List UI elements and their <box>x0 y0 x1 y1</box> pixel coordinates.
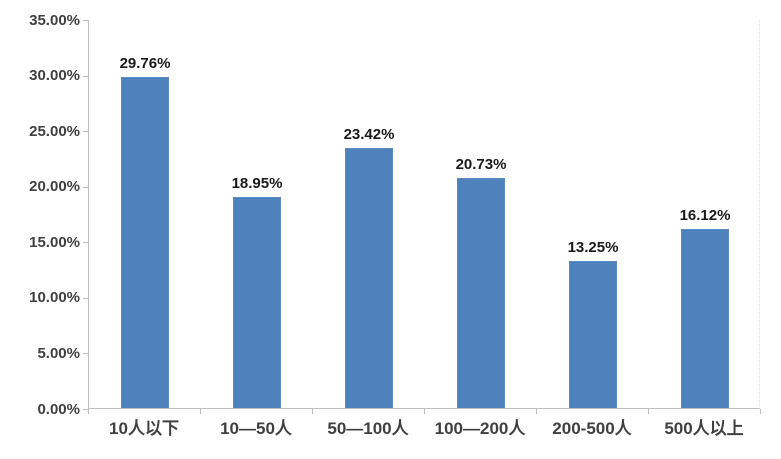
bar-value-label: 23.42% <box>343 125 395 143</box>
y-axis-tick-label: 25.00% <box>29 122 80 140</box>
bar <box>681 228 729 408</box>
bar-slot: 23.42% <box>313 20 425 408</box>
y-axis-tick-label: 20.00% <box>29 178 80 196</box>
y-axis-tick-mark <box>83 131 88 133</box>
x-axis-tick-label: 10人以下 <box>109 419 179 438</box>
y-axis-tick-label: 15.00% <box>29 233 80 251</box>
x-axis-tick-mark <box>312 409 313 414</box>
x-axis-tick-mark <box>424 409 425 414</box>
y-axis-tick-mark <box>83 75 88 77</box>
bar-slot: 13.25% <box>537 20 649 408</box>
y-axis-tick-mark <box>83 242 88 244</box>
bar-slot: 29.76% <box>89 20 201 408</box>
x-axis-tick-mark <box>648 409 649 414</box>
bar-value-label: 13.25% <box>567 238 619 256</box>
bar-value-label: 20.73% <box>455 155 507 173</box>
y-axis-tick-label: 30.00% <box>29 67 80 85</box>
plot-area: 29.76% 18.95% 23.42% 20.73% 13.25% 16.12% <box>88 20 760 409</box>
y-axis-tick-label: 10.00% <box>29 289 80 307</box>
y-axis-tick-label: 35.00% <box>29 11 80 29</box>
x-axis-tick-label: 500人以上 <box>664 419 744 438</box>
y-axis-tick-mark <box>83 186 88 188</box>
bar <box>569 260 617 408</box>
x-axis-tick-mark <box>88 409 89 414</box>
y-axis-tick-mark <box>83 297 88 299</box>
bar-slot: 18.95% <box>201 20 313 408</box>
bar <box>121 77 169 408</box>
y-axis-tick-mark <box>83 353 88 355</box>
x-axis-tick-label: 10—50人 <box>220 419 292 438</box>
bar-value-label: 29.76% <box>119 55 171 73</box>
x-axis-tick-label: 100—200人 <box>434 419 526 438</box>
bar <box>345 147 393 408</box>
y-axis-tick-mark <box>83 20 88 21</box>
x-axis-tick-label: 50—100人 <box>327 419 409 438</box>
bar-slot: 20.73% <box>425 20 537 408</box>
x-axis-tick-mark <box>200 409 201 414</box>
x-axis-tick-mark <box>760 409 761 414</box>
bar-slot: 16.12% <box>649 20 761 408</box>
bar-value-label: 16.12% <box>679 206 731 224</box>
bar <box>457 177 505 408</box>
bar-value-label: 18.95% <box>231 175 283 193</box>
y-axis-tick-mark <box>83 409 88 410</box>
y-axis-tick-label: 5.00% <box>37 344 80 362</box>
y-axis-tick-label: 0.00% <box>37 400 80 418</box>
bar <box>233 197 281 408</box>
x-axis-tick-label: 200-500人 <box>552 419 632 438</box>
x-axis-tick-mark <box>536 409 537 414</box>
